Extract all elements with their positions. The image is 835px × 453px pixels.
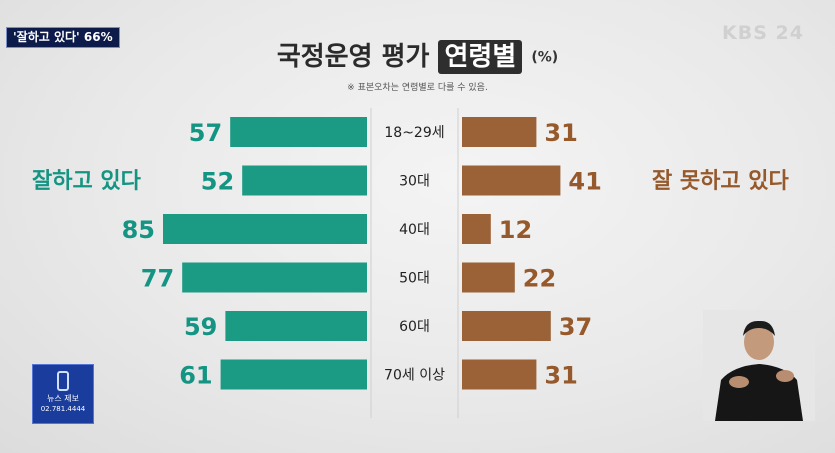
category-label: 30대 (399, 174, 430, 190)
bar-positive (220, 359, 367, 390)
phone-icon (57, 371, 69, 391)
legend-negative: 잘 못하고 있다 (652, 169, 789, 194)
bar-negative (462, 214, 491, 244)
bar-positive (242, 165, 367, 196)
title-highlight: 연령별 (438, 40, 523, 74)
news-tip-box: 뉴스 제보 02.781.4444 (32, 364, 94, 424)
bar-negative (462, 359, 537, 390)
value-label-negative: 22 (523, 265, 556, 293)
interpreter-figure (703, 310, 815, 421)
value-label-positive: 52 (201, 168, 234, 196)
bar-negative (462, 117, 537, 147)
bar-negative (462, 262, 515, 293)
value-label-negative: 31 (544, 362, 577, 390)
value-label-positive: 85 (122, 216, 155, 244)
value-label-positive: 77 (141, 265, 174, 293)
title-main: 국정운영 평가 (276, 42, 430, 72)
value-label-positive: 59 (184, 313, 217, 341)
bar-negative (462, 311, 551, 341)
sampling-note: ※ 표본오차는 연령별로 다를 수 있음. (347, 83, 488, 93)
headline-tag: '잘하고 있다' 66% (6, 27, 120, 48)
bar-negative (462, 165, 561, 196)
broadcaster-logo: KBS 24 (722, 22, 804, 44)
category-label: 70세 이상 (384, 368, 445, 384)
legend-positive: 잘하고 있다 (32, 169, 141, 194)
category-label: 18~29세 (384, 125, 444, 141)
title-unit: (%) (531, 49, 559, 66)
news-tip-phone: 02.781.4444 (40, 405, 86, 413)
category-label: 60대 (399, 319, 430, 335)
bar-positive (163, 214, 367, 244)
category-label: 40대 (399, 222, 430, 238)
value-label-negative: 41 (568, 168, 601, 196)
chart-title: 국정운영 평가 연령별 (%) (0, 36, 835, 74)
category-label: 50대 (399, 271, 430, 287)
value-label-positive: 61 (179, 362, 212, 390)
news-tip-label: 뉴스 제보 (47, 394, 79, 403)
bar-positive (230, 117, 367, 147)
sign-language-interpreter (703, 310, 815, 421)
value-label-negative: 37 (559, 313, 592, 341)
value-label-negative: 12 (499, 216, 532, 244)
bar-positive (225, 311, 367, 341)
value-label-negative: 31 (544, 119, 577, 147)
bar-positive (182, 262, 367, 293)
value-label-positive: 57 (189, 119, 222, 147)
